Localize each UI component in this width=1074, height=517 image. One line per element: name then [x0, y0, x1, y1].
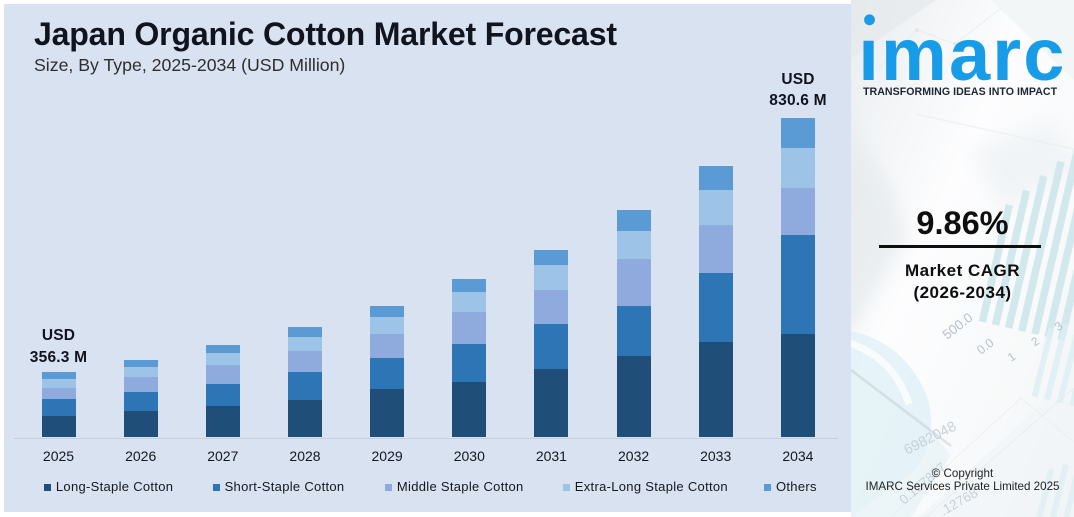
svg-text:0.0: 0.0: [974, 336, 996, 358]
svg-text:6982048: 6982048: [902, 419, 960, 459]
svg-text:500.0: 500.0: [940, 310, 976, 343]
